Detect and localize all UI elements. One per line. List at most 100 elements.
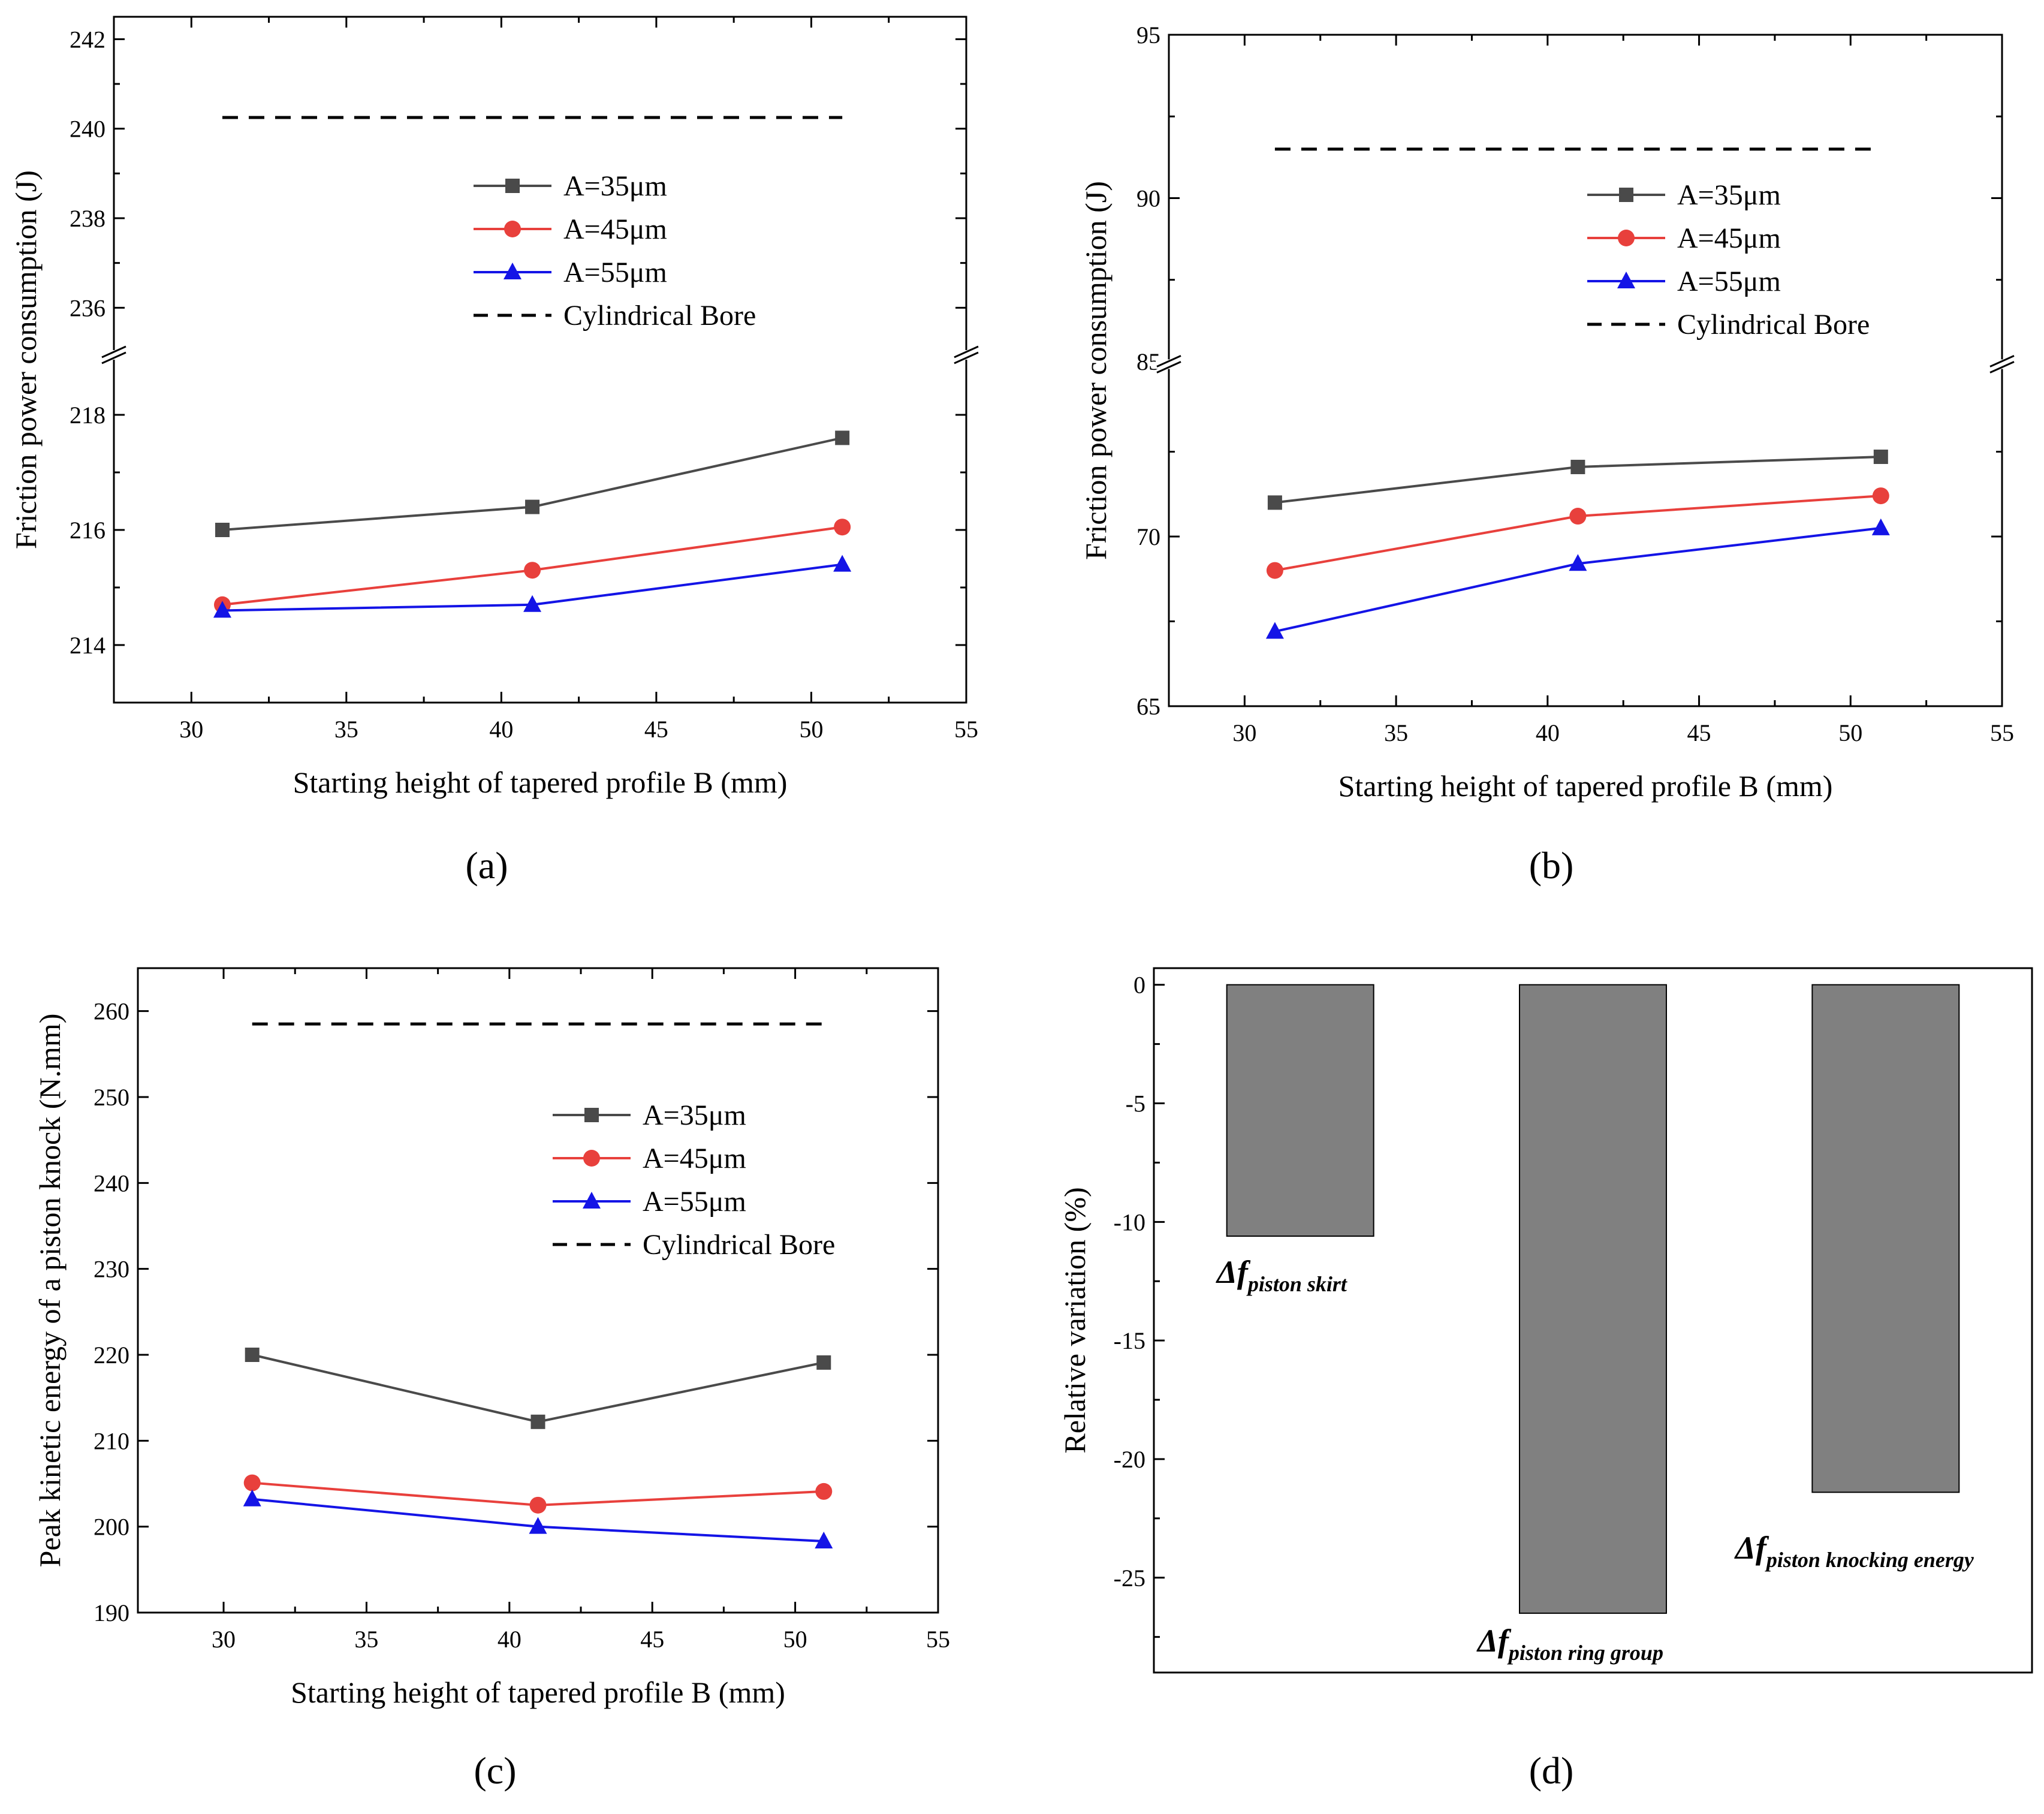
x-tick-label: 30 — [212, 1626, 236, 1653]
chart-panel-d: 0 -5 -10 -15 -20 -25 Relative variation (%) (d)… — [1058, 967, 2033, 1792]
legend-label: A=45μm — [643, 1143, 746, 1174]
legend-label: Cylindrical Bore — [563, 300, 756, 332]
x-tick-label: 45 — [1687, 719, 1711, 746]
chart-panel-a: 214 216 218 236 238 240 242 Friction power cons… — [9, 16, 979, 887]
x-tick-label: 40 — [498, 1626, 521, 1653]
y-axis-label: Peak kinetic energy of a piston knock (N… — [33, 1014, 67, 1568]
data-point — [1569, 508, 1587, 525]
x-axis-label: Starting height of tapered profile B (mm… — [291, 1676, 785, 1709]
y-axis-label: Relative variation (%) — [1058, 1187, 1092, 1453]
legend-marker — [1619, 188, 1633, 202]
data-point — [834, 519, 851, 536]
data-point — [815, 1532, 833, 1549]
data-point — [243, 1489, 261, 1506]
legend-label: A=45μm — [1677, 222, 1781, 254]
legend-marker — [583, 1150, 600, 1167]
x-tick-label: 55 — [926, 1626, 950, 1653]
x-tick-label: 40 — [1536, 719, 1560, 746]
x-axis-label: Starting height of tapered profile B (mm… — [1338, 769, 1833, 803]
x-tick-label: 30 — [1232, 719, 1256, 746]
bar-label: Δfpiston skirt — [1216, 1254, 1347, 1296]
x-tick-label: 50 — [1838, 719, 1862, 746]
y-axis-label: Friction power consumption (J) — [9, 170, 43, 549]
legend-label: Cylindrical Bore — [1677, 309, 1870, 340]
bar-label-sub: piston knocking energy — [1765, 1548, 1974, 1572]
x-tick-label: 55 — [1990, 719, 2014, 746]
legend-label: A=45μm — [563, 213, 667, 245]
data-point — [1265, 622, 1284, 639]
axis-break-mark — [954, 351, 979, 364]
x-tick-label: 50 — [783, 1626, 807, 1653]
data-point — [1266, 562, 1283, 579]
data-point — [524, 562, 541, 579]
series-line-1 — [222, 436, 843, 531]
y-tick-label: -5 — [1126, 1090, 1145, 1117]
axis-break-gap — [1156, 359, 1182, 369]
data-point — [833, 555, 852, 572]
legend-marker — [504, 263, 521, 279]
x-tick-label: 35 — [354, 1626, 378, 1653]
axis-break-gap — [953, 350, 979, 360]
y-axis-label: Friction power consumption (J) — [1079, 181, 1113, 560]
y-tick-label: 230 — [94, 1256, 129, 1283]
y-tick-label: -10 — [1114, 1209, 1145, 1236]
data-point — [530, 1414, 545, 1429]
data-point — [243, 1474, 261, 1491]
bar-label: Δfpiston knocking energy — [1734, 1530, 1974, 1572]
y-tick-label: 65 — [1136, 693, 1160, 720]
data-point — [815, 1482, 833, 1500]
chart-panel-c: 190 200 210 220 230 240 250 260 Peak kinetic ene… — [33, 967, 950, 1792]
axis-break-mark — [1156, 355, 1181, 367]
axis-break-gap — [1989, 359, 2015, 369]
data-point — [835, 430, 850, 445]
panel-label: (a) — [465, 844, 508, 887]
series-line-1 — [252, 1354, 824, 1423]
data-point — [1569, 554, 1587, 571]
data-point — [213, 601, 231, 618]
bar — [1811, 984, 1960, 1493]
y-tick-label: 236 — [70, 294, 105, 321]
y-tick-label: -20 — [1114, 1446, 1145, 1473]
x-tick-label: 30 — [179, 716, 203, 743]
y-tick-label: 218 — [70, 402, 105, 429]
x-axis-label: Starting height of tapered profile B (mm… — [293, 766, 788, 799]
axis-break-mark — [101, 351, 126, 364]
axis-break-mark — [1989, 355, 2015, 367]
legend-marker — [583, 1192, 601, 1209]
y-tick-label: 220 — [94, 1342, 129, 1369]
bar-label-main: Δf — [1476, 1623, 1512, 1659]
axis-break-mark — [1989, 361, 2015, 373]
bar-label-main: Δf — [1216, 1254, 1251, 1290]
x-tick-label: 45 — [640, 1626, 664, 1653]
panel-label: (c) — [474, 1749, 516, 1792]
y-tick-label: 240 — [94, 1170, 129, 1197]
y-tick-label: 238 — [70, 205, 105, 232]
data-point — [1872, 487, 1889, 505]
data-point — [816, 1355, 831, 1370]
legend-marker — [584, 1108, 599, 1122]
legend-label: A=55μm — [563, 257, 667, 288]
bar-label-sub: piston skirt — [1246, 1272, 1347, 1296]
legend-marker — [505, 179, 520, 193]
data-point — [245, 1348, 260, 1362]
legend-marker — [504, 221, 521, 237]
plot-frame — [1168, 34, 2003, 707]
axis-break-mark — [1156, 361, 1181, 373]
legend-label: A=55μm — [643, 1186, 746, 1218]
panel-label: (b) — [1529, 844, 1574, 887]
bar — [1519, 984, 1667, 1614]
bar-label: Δfpiston ring group — [1476, 1623, 1663, 1665]
x-tick-label: 50 — [799, 716, 823, 743]
axis-break-mark — [101, 345, 126, 358]
legend-label: Cylindrical Bore — [643, 1229, 835, 1261]
y-tick-label: -25 — [1114, 1565, 1145, 1592]
x-tick-label: 55 — [954, 716, 978, 743]
data-point — [529, 1496, 547, 1514]
legend-marker — [1617, 272, 1635, 288]
plot-frame — [1153, 967, 2033, 1674]
legend-label: A=35μm — [563, 170, 667, 202]
x-tick-label: 35 — [334, 716, 358, 743]
data-point — [1873, 449, 1888, 464]
plot-frame — [137, 967, 939, 1614]
plot-frame — [113, 16, 967, 704]
